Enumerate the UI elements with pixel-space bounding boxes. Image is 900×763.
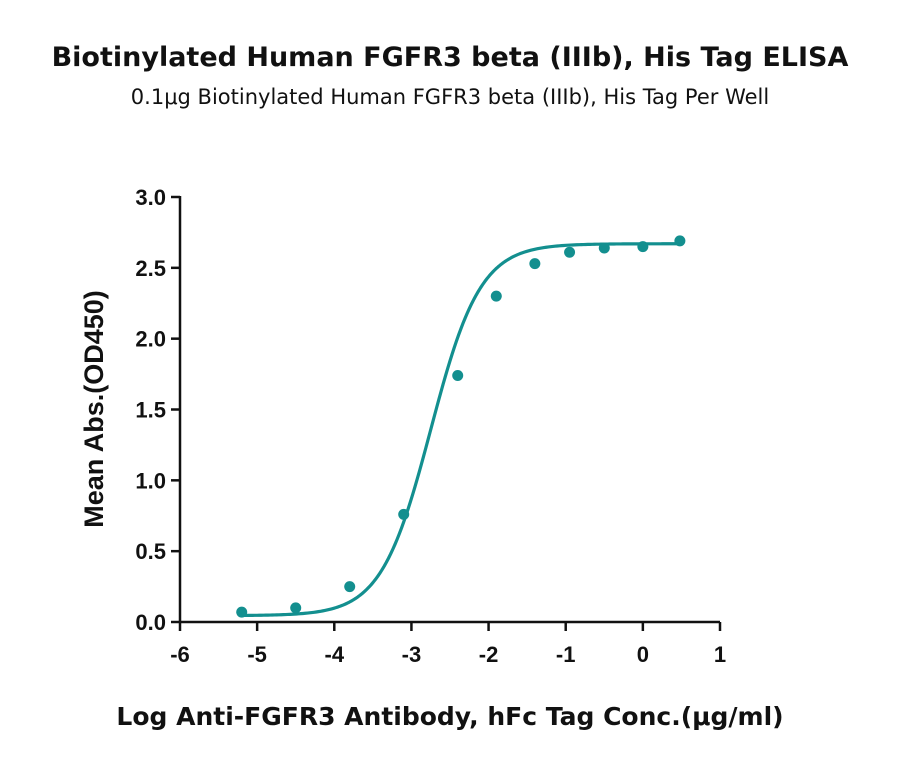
y-tick-label: 3.0: [135, 185, 166, 210]
x-tick-label: 1: [714, 642, 726, 667]
x-tick-label: -3: [402, 642, 422, 667]
axes: 0.0 0.5 1.0 1.5 2.0 2.5 3.0 -6 -5 -4 -3 -2 -1 0 1: [135, 185, 726, 667]
y-tick-label: 0.5: [135, 539, 166, 564]
data-point: [290, 602, 302, 614]
x-tick-label: -5: [247, 642, 267, 667]
data-point: [490, 290, 502, 302]
data-point: [398, 508, 410, 520]
data-point: [674, 235, 686, 247]
data-point: [236, 606, 248, 618]
data-point: [564, 246, 576, 258]
x-axis-label: Log Anti-FGFR3 Antibody, hFc Tag Conc.(μ…: [116, 702, 783, 731]
x-tick-label: -6: [170, 642, 190, 667]
x-tick-label: -4: [325, 642, 345, 667]
y-tick-label: 2.0: [135, 327, 166, 352]
y-tick-label: 1.5: [135, 398, 166, 423]
y-tick-label: 2.5: [135, 256, 166, 281]
chart-title: Biotinylated Human FGFR3 beta (IIIb), Hi…: [52, 42, 849, 73]
data-points: [236, 235, 686, 618]
x-tick-label: 0: [637, 642, 649, 667]
data-point: [637, 241, 649, 253]
chart-subtitle: 0.1μg Biotinylated Human FGFR3 beta (III…: [131, 85, 769, 109]
y-tick-label: 1.0: [135, 468, 166, 493]
y-axis-label: Mean Abs.(OD450): [79, 290, 109, 528]
y-tick-label: 0.0: [135, 610, 166, 635]
data-point: [529, 258, 541, 270]
fitted-curve-group: [240, 242, 682, 618]
data-point: [344, 581, 356, 593]
x-tick-label: -2: [479, 642, 499, 667]
data-point: [598, 242, 610, 254]
fitted-curve-line: [240, 242, 682, 618]
x-tick-label: -1: [556, 642, 576, 667]
data-point: [452, 370, 464, 381]
